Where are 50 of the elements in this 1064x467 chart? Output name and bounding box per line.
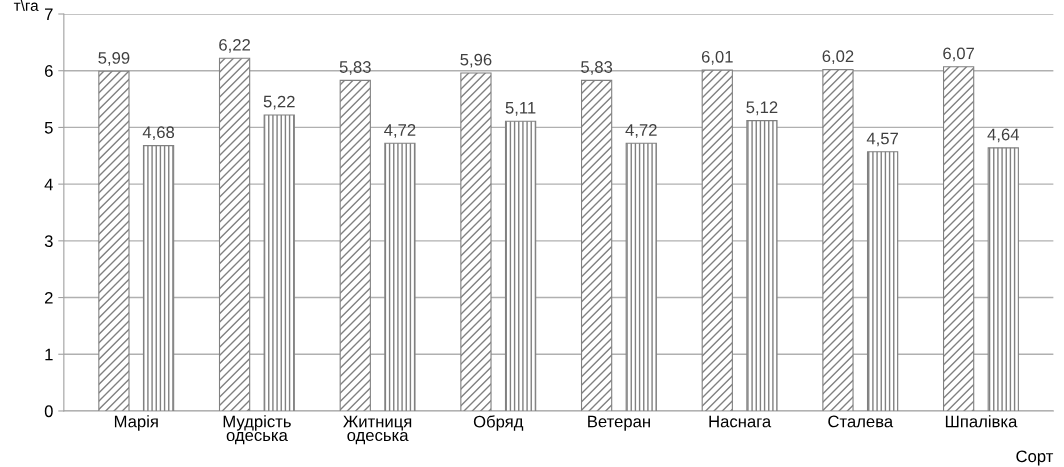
- data-label: 4,72: [384, 124, 416, 138]
- bar: [942, 66, 975, 411]
- bar: [987, 147, 1019, 411]
- bar: [701, 69, 733, 411]
- data-label: 4,68: [142, 126, 175, 141]
- data-label: 5,22: [263, 95, 295, 110]
- data-label: 5,11: [505, 102, 536, 116]
- y-tick-label: 5: [44, 122, 53, 134]
- bar: [98, 70, 130, 411]
- bar: [625, 142, 657, 411]
- data-label: 5,12: [746, 101, 778, 116]
- x-tick-label: Обряд: [473, 415, 524, 431]
- bar: [822, 69, 854, 411]
- data-label: 5,99: [98, 52, 130, 66]
- bar: [218, 57, 251, 411]
- x-axis-title: Сорт: [1016, 450, 1054, 466]
- data-label: 6,02: [822, 50, 854, 65]
- y-tick-label: 6: [45, 65, 53, 77]
- data-label: 5,83: [339, 61, 371, 75]
- data-label: 4,64: [987, 128, 1020, 143]
- x-tick-label: Житниця одеська: [343, 415, 412, 445]
- y-tick-label: 3: [44, 235, 53, 248]
- x-tick-label: Сталева: [828, 415, 894, 428]
- y-tick-label: 4: [44, 178, 53, 191]
- x-tick-label: Ветеран: [588, 415, 650, 431]
- x-tick-label: Наснага: [709, 415, 772, 428]
- bar: [460, 72, 492, 411]
- x-tick-label: Мудрість одеська: [223, 415, 291, 445]
- y-tick-label: 7: [45, 8, 53, 21]
- y-tick-label: 0: [44, 405, 53, 418]
- data-label: 6,07: [943, 47, 975, 62]
- bar: [384, 142, 416, 411]
- data-label: 4,72: [625, 124, 657, 138]
- data-label: 6,22: [219, 38, 250, 53]
- bar: [580, 79, 613, 411]
- bar: [339, 79, 371, 411]
- data-label: 5,83: [581, 61, 613, 75]
- bar: [866, 151, 899, 411]
- data-label: 6,01: [701, 50, 733, 65]
- bar: [142, 145, 175, 411]
- bar: [263, 114, 295, 411]
- bar: [746, 120, 778, 411]
- bar: [504, 120, 537, 411]
- y-axis-title: т\га: [13, 0, 39, 11]
- x-tick-label: Марія: [114, 415, 158, 431]
- y-tick-label: 1: [45, 348, 53, 361]
- data-label: 5,96: [460, 53, 492, 68]
- data-label: 4,57: [866, 132, 898, 147]
- x-tick-label: Шпалівка: [945, 415, 1018, 428]
- y-tick-label: 2: [44, 291, 53, 304]
